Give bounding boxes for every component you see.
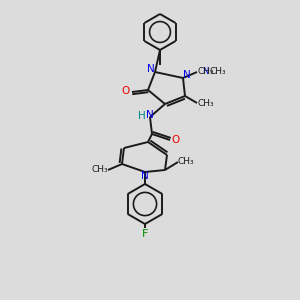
Text: O: O <box>172 135 180 145</box>
Text: O: O <box>122 86 130 96</box>
Text: CH₃: CH₃ <box>92 166 108 175</box>
Text: CH₃: CH₃ <box>209 68 226 76</box>
Text: H: H <box>138 111 146 121</box>
Text: N: N <box>147 64 155 74</box>
Text: N: N <box>183 70 191 80</box>
Text: F: F <box>142 229 148 239</box>
Text: N: N <box>141 171 149 181</box>
Text: CH₃: CH₃ <box>178 158 195 166</box>
Text: N: N <box>202 67 208 76</box>
Text: CH₃: CH₃ <box>197 68 214 76</box>
Text: N: N <box>146 110 154 120</box>
Text: CH₃: CH₃ <box>197 98 214 107</box>
